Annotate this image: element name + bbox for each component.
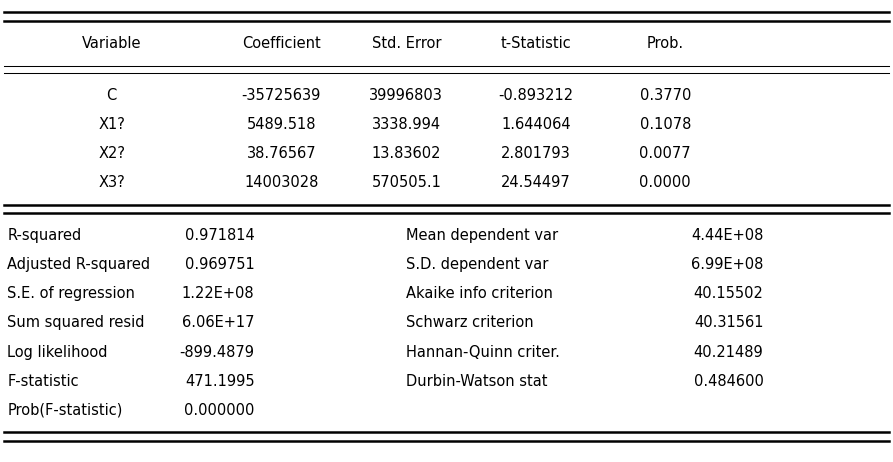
Text: Hannan-Quinn criter.: Hannan-Quinn criter. [406,345,560,359]
Text: Std. Error: Std. Error [371,36,441,51]
Text: 6.06E+17: 6.06E+17 [182,316,255,330]
Text: 4.44E+08: 4.44E+08 [691,228,764,243]
Text: Akaike info criterion: Akaike info criterion [406,286,553,301]
Text: X2?: X2? [98,146,125,161]
Text: 1.644064: 1.644064 [501,117,571,132]
Text: -35725639: -35725639 [242,88,321,103]
Text: t-Statistic: t-Statistic [500,36,572,51]
Text: 570505.1: 570505.1 [371,176,441,190]
Text: 2.801793: 2.801793 [501,146,571,161]
Text: Variable: Variable [82,36,141,51]
Text: 39996803: 39996803 [370,88,443,103]
Text: 13.83602: 13.83602 [371,146,441,161]
Text: 6.99E+08: 6.99E+08 [691,257,764,272]
Text: X3?: X3? [98,176,125,190]
Text: Schwarz criterion: Schwarz criterion [406,316,534,330]
Text: -899.4879: -899.4879 [179,345,255,359]
Text: Sum squared resid: Sum squared resid [7,316,145,330]
Text: 14003028: 14003028 [244,176,319,190]
Text: 5489.518: 5489.518 [246,117,316,132]
Text: S.E. of regression: S.E. of regression [7,286,135,301]
Text: 0.1078: 0.1078 [639,117,691,132]
Text: 0.484600: 0.484600 [694,374,764,389]
Text: S.D. dependent var: S.D. dependent var [406,257,548,272]
Text: C: C [106,88,117,103]
Text: 0.0077: 0.0077 [639,146,691,161]
Text: 3338.994: 3338.994 [371,117,441,132]
Text: X1?: X1? [98,117,125,132]
Text: 40.15502: 40.15502 [694,286,764,301]
Text: Prob.: Prob. [647,36,684,51]
Text: 1.22E+08: 1.22E+08 [182,286,255,301]
Text: 40.21489: 40.21489 [694,345,764,359]
Text: -0.893212: -0.893212 [498,88,573,103]
Text: 0.0000: 0.0000 [639,176,691,190]
Text: R-squared: R-squared [7,228,81,243]
Text: Prob(F-statistic): Prob(F-statistic) [7,403,122,418]
Text: 0.969751: 0.969751 [185,257,255,272]
Text: 0.3770: 0.3770 [639,88,691,103]
Text: 471.1995: 471.1995 [185,374,255,389]
Text: Durbin-Watson stat: Durbin-Watson stat [406,374,547,389]
Text: 38.76567: 38.76567 [246,146,316,161]
Text: F-statistic: F-statistic [7,374,79,389]
Text: 24.54497: 24.54497 [501,176,571,190]
Text: 0.000000: 0.000000 [184,403,255,418]
Text: 40.31561: 40.31561 [694,316,764,330]
Text: Mean dependent var: Mean dependent var [406,228,558,243]
Text: Adjusted R-squared: Adjusted R-squared [7,257,150,272]
Text: 0.971814: 0.971814 [185,228,255,243]
Text: Log likelihood: Log likelihood [7,345,108,359]
Text: Coefficient: Coefficient [242,36,321,51]
